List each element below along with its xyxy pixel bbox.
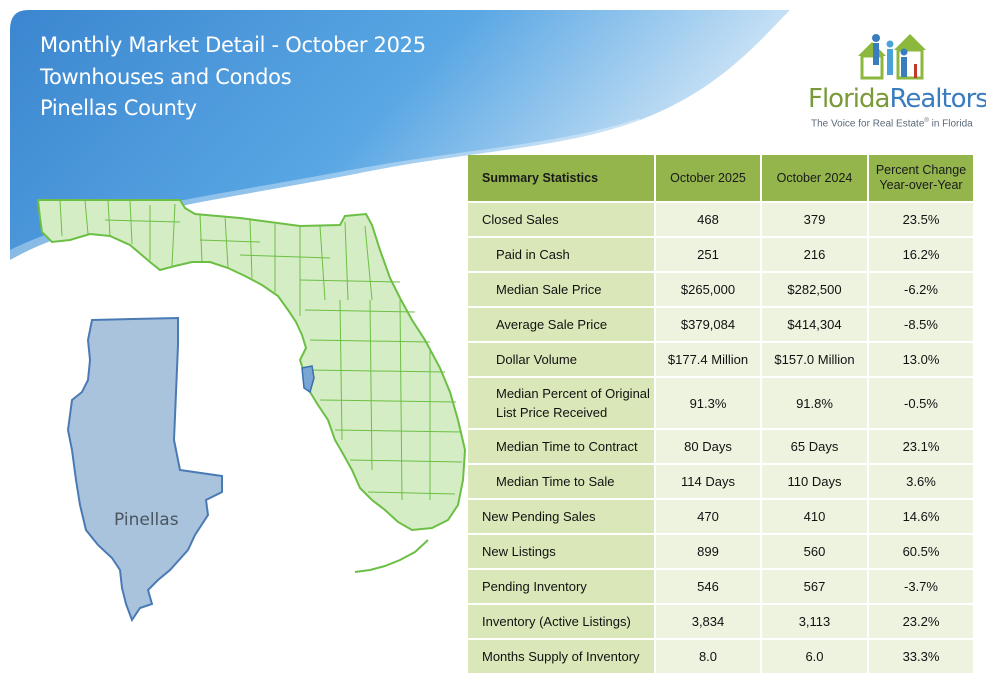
header-percent-change: Percent Change Year-over-Year [869, 155, 973, 201]
pinellas-county-inset [66, 316, 223, 623]
row-percent-change: -6.2% [869, 273, 973, 306]
row-current-value: $379,084 [656, 308, 760, 341]
row-previous-value: 65 Days [762, 430, 867, 463]
header-summary-statistics: Summary Statistics [468, 155, 654, 201]
header-percent-change-line2: Year-over-Year [879, 178, 963, 192]
row-previous-value: $282,500 [762, 273, 867, 306]
row-label: Pending Inventory [468, 570, 654, 603]
row-previous-value: 560 [762, 535, 867, 568]
row-current-value: 468 [656, 203, 760, 236]
florida-realtors-logo: FloridaRealtors® The Voice for Real Esta… [806, 30, 986, 130]
row-percent-change: 13.0% [869, 343, 973, 376]
row-percent-change: -8.5% [869, 308, 973, 341]
row-current-value: 899 [656, 535, 760, 568]
table-row: Median Time to Contract 80 Days 65 Days … [468, 430, 973, 463]
logo-wordmark: FloridaRealtors® [808, 84, 986, 114]
header-percent-change-line1: Percent Change [875, 163, 967, 177]
row-current-value: 114 Days [656, 465, 760, 498]
row-current-value: 546 [656, 570, 760, 603]
table-row: Inventory (Active Listings) 3,834 3,113 … [468, 605, 973, 638]
title-line-county: Pinellas County [40, 96, 197, 120]
row-label: Median Time to Sale [468, 465, 654, 498]
row-label-line2: List Price Received [496, 405, 608, 420]
row-previous-value: 6.0 [762, 640, 867, 673]
row-previous-value: 567 [762, 570, 867, 603]
logo-tagline-reg: ® [924, 118, 929, 124]
table-row: Dollar Volume $177.4 Million $157.0 Mill… [468, 343, 973, 376]
table-row: Paid in Cash 251 216 16.2% [468, 238, 973, 271]
row-label: New Pending Sales [468, 500, 654, 533]
row-current-value: 80 Days [656, 430, 760, 463]
row-label: Dollar Volume [468, 343, 654, 376]
row-percent-change: 23.5% [869, 203, 973, 236]
row-label: Median Time to Contract [468, 430, 654, 463]
houses-people-icon [858, 34, 926, 80]
row-percent-change: 23.1% [869, 430, 973, 463]
logo-tagline-part2: in Florida [928, 118, 973, 130]
table-row: Closed Sales 468 379 23.5% [468, 203, 973, 236]
row-current-value: 91.3% [656, 378, 760, 428]
row-percent-change: 3.6% [869, 465, 973, 498]
pinellas-highlight-small [301, 365, 315, 394]
row-percent-change: 33.3% [869, 640, 973, 673]
row-previous-value: 216 [762, 238, 867, 271]
table-row: Average Sale Price $379,084 $414,304 -8.… [468, 308, 973, 341]
row-previous-value: 110 Days [762, 465, 867, 498]
row-current-value: 251 [656, 238, 760, 271]
table-header-row: Summary Statistics October 2025 October … [468, 155, 973, 201]
row-label: Paid in Cash [468, 238, 654, 271]
row-current-value: 8.0 [656, 640, 760, 673]
row-previous-value: 379 [762, 203, 867, 236]
row-previous-value: 3,113 [762, 605, 867, 638]
logo-tagline-part1: The Voice for Real Estate [811, 118, 925, 130]
title-line-month: Monthly Market Detail - October 2025 [40, 33, 426, 57]
row-percent-change: 23.2% [869, 605, 973, 638]
row-percent-change: -0.5% [869, 378, 973, 428]
florida-keys [354, 539, 429, 573]
row-percent-change: 14.6% [869, 500, 973, 533]
table-row: New Listings 899 560 60.5% [468, 535, 973, 568]
row-current-value: $265,000 [656, 273, 760, 306]
row-previous-value: 91.8% [762, 378, 867, 428]
row-previous-value: $157.0 Million [762, 343, 867, 376]
row-previous-value: 410 [762, 500, 867, 533]
logo-word-florida: Florida [808, 84, 890, 114]
header-current-period: October 2025 [656, 155, 760, 201]
table-row: Median Time to Sale 114 Days 110 Days 3.… [468, 465, 973, 498]
pinellas-county-label: Pinellas [114, 510, 179, 530]
florida-state-shape [36, 199, 467, 532]
table-row: New Pending Sales 470 410 14.6% [468, 500, 973, 533]
row-previous-value: $414,304 [762, 308, 867, 341]
logo-word-realtors: Realtors [889, 84, 986, 114]
row-label-line1: Median Percent of Original [496, 386, 650, 401]
header-previous-period: October 2024 [762, 155, 867, 201]
table-row: Months Supply of Inventory 8.0 6.0 33.3% [468, 640, 973, 673]
table-row: Median Percent of Original List Price Re… [468, 378, 973, 428]
row-label: Months Supply of Inventory [468, 640, 654, 673]
row-label: Closed Sales [468, 203, 654, 236]
table-row: Pending Inventory 546 567 -3.7% [468, 570, 973, 603]
row-percent-change: 60.5% [869, 535, 973, 568]
row-label: Inventory (Active Listings) [468, 605, 654, 638]
title-line-property-type: Townhouses and Condos [40, 64, 292, 89]
florida-county-map [36, 199, 467, 623]
county-borders [59, 199, 463, 501]
report-title: Monthly Market Detail - October 2025 Tow… [40, 30, 426, 125]
logo-tagline: The Voice for Real Estate® in Florida [811, 118, 973, 129]
row-current-value: 470 [656, 500, 760, 533]
row-label: Average Sale Price [468, 308, 654, 341]
row-current-value: 3,834 [656, 605, 760, 638]
row-current-value: $177.4 Million [656, 343, 760, 376]
row-label: Median Sale Price [468, 273, 654, 306]
table-row: Median Sale Price $265,000 $282,500 -6.2… [468, 273, 973, 306]
row-label: Median Percent of Original List Price Re… [468, 378, 654, 428]
row-percent-change: 16.2% [869, 238, 973, 271]
row-label: New Listings [468, 535, 654, 568]
row-percent-change: -3.7% [869, 570, 973, 603]
summary-statistics-table: Summary Statistics October 2025 October … [466, 153, 975, 675]
